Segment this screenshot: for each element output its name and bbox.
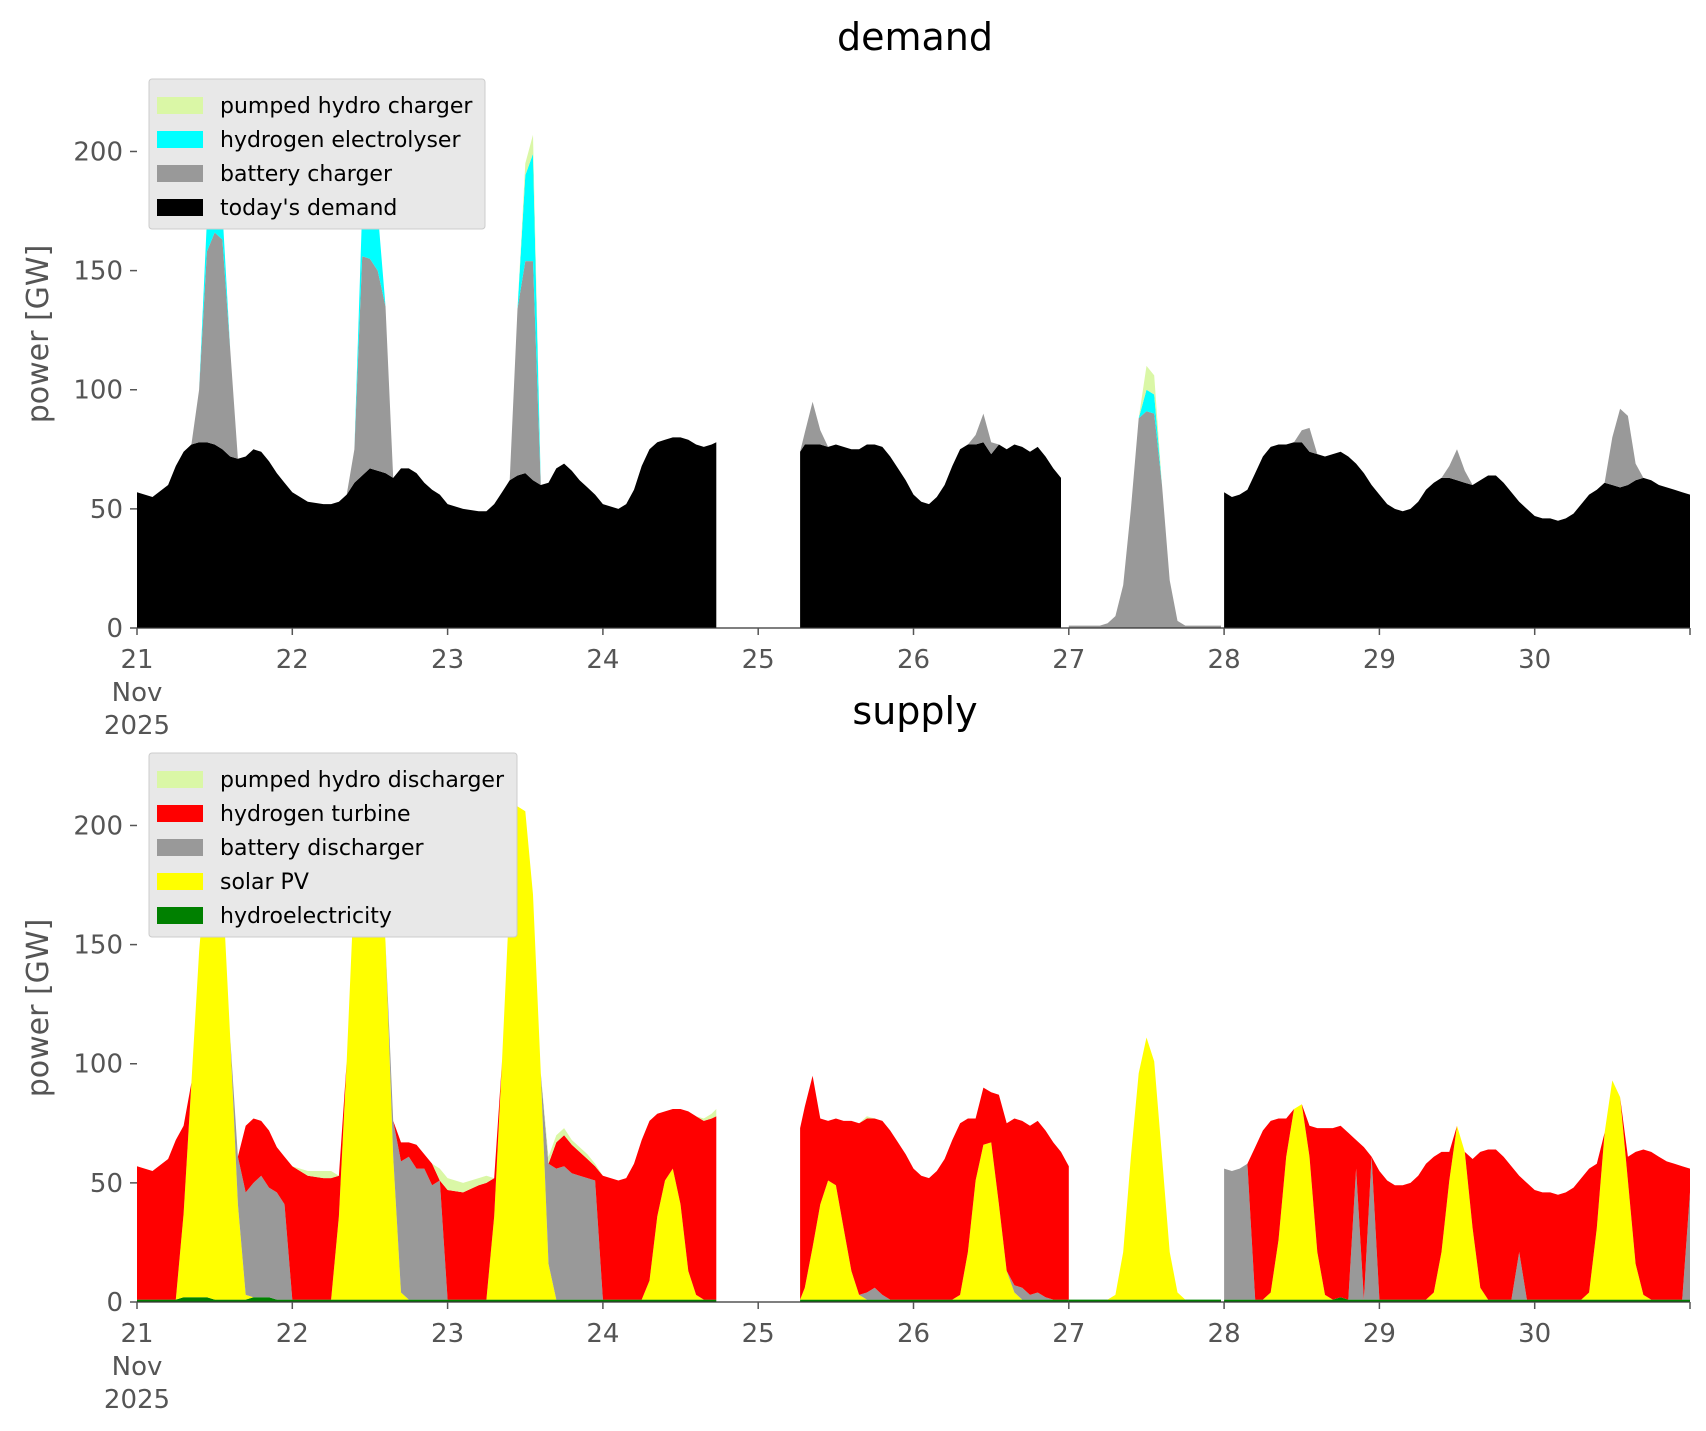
supply-x-tick-label: 22: [276, 1319, 309, 1349]
supply-area-solar-pv-seg1: [800, 1142, 1069, 1300]
supply-x-tick-label: 25: [742, 1319, 775, 1349]
demand-x-tick-label: 27: [1052, 645, 1085, 675]
demand-x-tick-label: 25: [742, 645, 775, 675]
demand-x-tick-label: 24: [586, 645, 619, 675]
supply-legend-label-battery-discharger: battery discharger: [220, 836, 425, 861]
supply-x-tick-label: 23: [431, 1319, 464, 1349]
supply-y-tick-label: 50: [90, 1169, 123, 1199]
supply-legend-swatch-pumped-hydro-discharger: [157, 771, 203, 788]
demand-x-tick-label: 30: [1518, 645, 1551, 675]
supply-legend-label-hydroelectricity: hydroelectricity: [220, 904, 392, 929]
demand-area-today-s-demand-seg1: [800, 442, 1061, 628]
supply-area-hydrogen-turbine-seg1: [800, 1075, 1069, 1300]
supply-area-solar-pv-seg3: [1224, 1080, 1690, 1300]
demand-x-tick-label: 2025: [104, 711, 170, 741]
demand-legend-box: [148, 78, 486, 230]
demand-x-tick-label: Nov: [112, 678, 163, 708]
demand-y-tick-label: 0: [106, 614, 123, 644]
supply-area-solar-pv-seg2: [1068, 1037, 1221, 1300]
demand-x-tick-label: 26: [897, 645, 930, 675]
supply-y-tick-label: 100: [73, 1050, 123, 1080]
supply-x-tick-label: 28: [1208, 1319, 1241, 1349]
supply-x-tick-label: 26: [897, 1319, 930, 1349]
supply-y-tick-label: 200: [73, 811, 123, 841]
demand-legend-swatch-battery-charger: [157, 165, 203, 182]
supply-legend-label-solar-pv: solar PV: [220, 870, 309, 895]
demand-y-axis-label: power [GW]: [21, 245, 56, 424]
demand-x-tick-label: 21: [120, 645, 153, 675]
supply-area-hydrogen-turbine-seg3: [1224, 1080, 1690, 1300]
supply-title: supply: [852, 689, 977, 733]
supply-x-tick-label: 21: [120, 1319, 153, 1349]
demand-x-tick-label: 29: [1363, 645, 1396, 675]
supply-x-tick-label: 29: [1363, 1319, 1396, 1349]
supply-legend-box: [148, 752, 518, 938]
supply-legend-swatch-battery-discharger: [157, 839, 203, 856]
supply-y-tick-label: 0: [106, 1288, 123, 1318]
demand-x-tick-label: 23: [431, 645, 464, 675]
demand-legend-swatch-today-s-demand: [157, 199, 203, 216]
supply-area-solar-pv-seg0: [137, 763, 717, 1300]
supply-legend: pumped hydro discharger hydrogen turbine b…: [148, 752, 518, 938]
demand-y-tick-label: 100: [73, 376, 123, 406]
supply-y-axis-label: power [GW]: [21, 919, 56, 1098]
supply-legend-swatch-hydrogen-turbine: [157, 805, 203, 822]
demand-area-today-s-demand-seg0: [137, 437, 717, 628]
demand-legend: pumped hydro charger hydrogen electrolyse…: [148, 78, 486, 230]
demand-y-tick-label: 200: [73, 137, 123, 167]
supply-legend-swatch-solar-pv: [157, 873, 203, 890]
demand-legend-label-pumped-hydro-charger: pumped hydro charger: [220, 94, 473, 119]
demand-y-tick-label: 150: [73, 257, 123, 287]
supply-x-tick-label: 27: [1052, 1319, 1085, 1349]
demand-area-battery-charger-seg3: [1224, 408, 1690, 521]
demand-area-battery-charger-seg2: [1068, 411, 1221, 628]
demand-x-tick-label: 28: [1208, 645, 1241, 675]
demand-area-today-s-demand-seg3: [1224, 442, 1690, 628]
supply-y-tick-label: 150: [73, 931, 123, 961]
demand-x-tick-label: 22: [276, 645, 309, 675]
supply-x-tick-label: 2025: [104, 1385, 170, 1415]
supply-areas: [137, 763, 1690, 1302]
demand-legend-label-today-s-demand: today's demand: [220, 196, 397, 221]
demand-title: demand: [837, 15, 993, 59]
supply-area-hydrogen-turbine-seg0: [137, 763, 717, 1300]
demand-areas: [137, 134, 1690, 628]
supply-x-tick-label: 30: [1518, 1319, 1551, 1349]
supply-x-tick-label: Nov: [112, 1352, 163, 1382]
demand-legend-swatch-pumped-hydro-charger: [157, 97, 203, 114]
supply-legend-label-hydrogen-turbine: hydrogen turbine: [220, 802, 411, 827]
demand-y-tick-label: 50: [90, 495, 123, 525]
demand-legend-swatch-hydrogen-electrolyser: [157, 131, 203, 148]
supply-x-tick-label: 24: [586, 1319, 619, 1349]
demand-legend-label-battery-charger: battery charger: [220, 162, 393, 187]
supply-legend-swatch-hydroelectricity: [157, 907, 203, 924]
supply-area-battery-discharger-seg0: [137, 763, 717, 1300]
demand-legend-label-hydrogen-electrolyser: hydrogen electrolyser: [220, 128, 461, 153]
supply-legend-label-pumped-hydro-discharger: pumped hydro discharger: [220, 768, 505, 793]
